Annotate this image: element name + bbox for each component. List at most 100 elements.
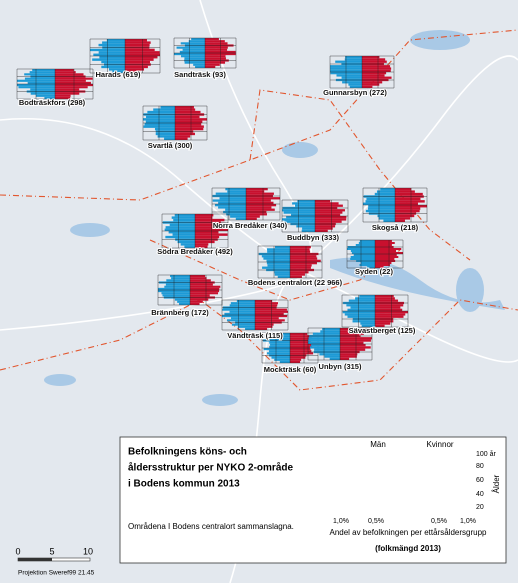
- pyramid-men: [30, 92, 55, 95]
- pyramid-men: [350, 250, 375, 252]
- pyramid-women: [175, 120, 203, 123]
- pyramid-women: [375, 295, 394, 298]
- pyramid-women: [362, 83, 380, 86]
- pyramid-men: [173, 218, 195, 222]
- pyramid: [362, 187, 428, 223]
- pyramid-men: [215, 192, 246, 195]
- pyramid-men: [212, 199, 246, 202]
- pyramid-women: [195, 235, 220, 239]
- pyramid-women: [55, 88, 80, 91]
- pyramid-women: [290, 345, 312, 348]
- pyramid-women: [375, 248, 402, 250]
- pyramid-women: [195, 214, 214, 217]
- pyramid-men: [344, 58, 362, 61]
- pyramid-men: [235, 217, 246, 220]
- pyramid-women: [246, 208, 275, 211]
- pyramid-men: [275, 246, 290, 249]
- pyramid-men: [270, 343, 290, 346]
- pyramid-men: [184, 57, 205, 60]
- pyramid-women: [175, 127, 204, 131]
- pyramid-women: [195, 240, 215, 244]
- pyramid-men: [358, 242, 375, 244]
- pyramid-women: [375, 256, 399, 258]
- pyramid-men: [279, 360, 290, 363]
- pyramid-men: [27, 81, 55, 84]
- pyramid-men: [267, 264, 290, 267]
- area-label: Bodträskfors (298): [19, 98, 86, 107]
- pyramid-men: [169, 223, 195, 227]
- legend-title: Befolkningens köns- och: [128, 447, 247, 458]
- pyramid-men: [101, 60, 125, 64]
- pyramid-men: [365, 200, 395, 203]
- pyramid-women: [255, 312, 284, 315]
- pyramid-men: [177, 300, 190, 303]
- age-label: Ålder: [492, 474, 501, 493]
- pyramid: [341, 294, 409, 328]
- pyramid-men: [165, 226, 195, 229]
- pyramid-women: [255, 300, 273, 303]
- pyramid-men: [214, 204, 246, 207]
- pyramid-women: [125, 68, 145, 71]
- pyramid-women: [290, 358, 302, 361]
- pyramid-men: [366, 197, 395, 201]
- pyramid: [173, 37, 237, 69]
- pyramid-men: [266, 262, 290, 265]
- pyramid-men: [359, 264, 375, 266]
- pyramid-women: [125, 39, 147, 42]
- pyramid-women: [195, 216, 213, 219]
- pyramid-women: [246, 215, 260, 218]
- pyramid-men: [29, 71, 55, 74]
- pyramid-women: [375, 254, 397, 256]
- legend-note: Områdena I Bodens centralort sammanslagn…: [128, 522, 294, 531]
- pyramid-women: [55, 73, 84, 76]
- pyramid-women: [340, 330, 362, 333]
- pyramid-women: [290, 352, 314, 355]
- pyramid-men: [160, 106, 175, 109]
- pyramid-women: [340, 332, 364, 335]
- pyramid-women: [190, 300, 203, 303]
- pyramid-men: [147, 110, 175, 114]
- pyramid-women: [246, 201, 274, 204]
- pyramid-women: [125, 43, 150, 47]
- pyramid-men: [302, 227, 315, 230]
- share-tick: 0,5%: [368, 518, 384, 525]
- area-label: Mockträsk (60): [264, 365, 317, 374]
- share-tick: 1,0%: [460, 518, 476, 525]
- pyramid-men: [98, 51, 125, 54]
- pyramid-women: [290, 341, 311, 344]
- pyramid-women: [340, 341, 364, 344]
- pyramid-women: [205, 42, 228, 45]
- pyramid-men: [24, 77, 55, 80]
- pyramid-men: [351, 252, 375, 254]
- pyramid-men: [174, 214, 195, 217]
- pyramid-men: [314, 348, 340, 351]
- pyramid-women: [290, 273, 305, 276]
- pyramid-men: [99, 56, 125, 59]
- pyramid-men: [170, 275, 190, 278]
- pyramid: [307, 327, 373, 361]
- pyramid-women: [362, 58, 386, 61]
- pyramid-men: [292, 202, 315, 205]
- pyramid-men: [225, 188, 246, 191]
- pyramid-men: [296, 225, 315, 228]
- pyramid-men: [30, 88, 55, 91]
- pyramid-women: [190, 292, 219, 295]
- pyramid-women: [205, 40, 225, 43]
- pyramid-women: [315, 204, 343, 207]
- pyramid-women: [55, 79, 86, 82]
- area-label: Sandträsk (93): [174, 70, 226, 79]
- pyramid-men: [112, 70, 125, 73]
- age-tick: 100 år: [476, 450, 497, 458]
- pyramid-women: [340, 355, 357, 358]
- pyramid-men: [359, 240, 375, 242]
- pyramid-women: [246, 206, 272, 209]
- pyramid-women: [55, 71, 76, 74]
- pyramid-men: [350, 306, 375, 309]
- pyramid-men: [383, 219, 395, 222]
- pyramid-men: [261, 255, 290, 258]
- pyramid-men: [176, 46, 205, 49]
- pyramid-women: [315, 216, 347, 219]
- pyramid-women: [255, 315, 288, 318]
- pyramid-men: [267, 352, 290, 355]
- pyramid-women: [190, 287, 220, 290]
